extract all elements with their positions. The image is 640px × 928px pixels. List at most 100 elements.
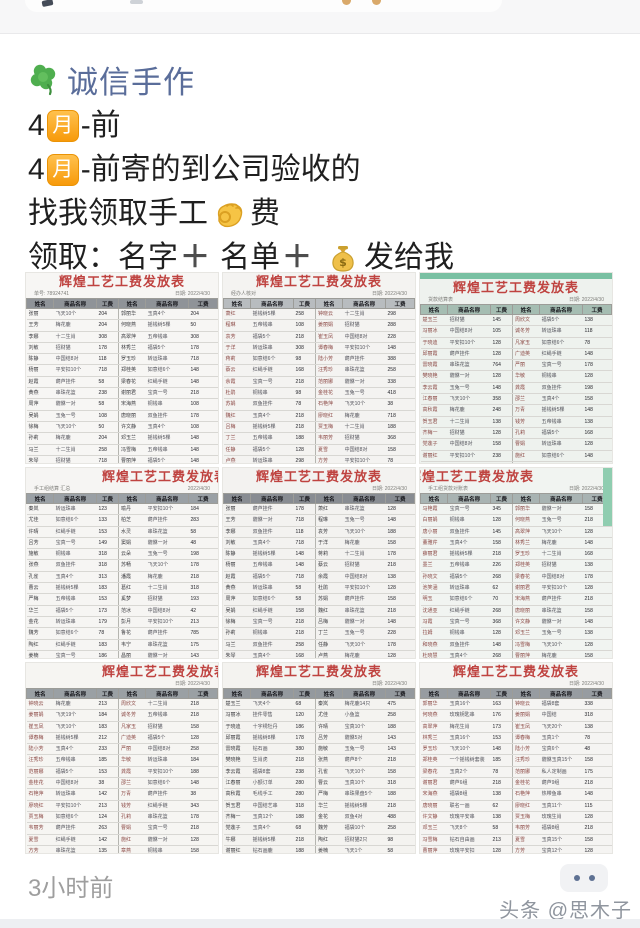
worker-name-cell: 孙莉 xyxy=(26,432,54,445)
product-cell: 摇钱树5棵 xyxy=(447,548,491,561)
product-cell: 葫芦挂件 xyxy=(447,348,491,361)
table-row: 王芳 貔貅一对 718 程琳 玉兔一号 148 xyxy=(223,514,415,527)
table-row: 姜丽娟 飞天19个 184 诚冬芳 五帝钱串 218 xyxy=(26,709,218,722)
fee-table-header: 商品名称 xyxy=(342,688,387,699)
worker-name-cell: 金花 xyxy=(26,616,54,629)
worker-name-cell: 齐梅一 xyxy=(223,811,251,824)
month-emoji: 月 xyxy=(46,110,79,142)
post-line2-suffix: -前寄的到公司验收的 xyxy=(80,153,361,186)
spreadsheet-photo-7[interactable]: 辉煌工艺工费发放表 日期: 2022/4/30 姓名 商品名称 工费 姓名 商品名称 工费 钟晓… xyxy=(25,662,219,854)
spreadsheet-photo-3[interactable]: 辉煌工艺工费发放表 货款结算表 日期: 2022/4/30 姓名 商品名称 工费 姓名 商品名… xyxy=(419,272,613,464)
worker-name-cell: 张丽 xyxy=(223,503,251,516)
fee-cell: 228 xyxy=(385,331,415,343)
spreadsheet-photo-4[interactable]: 辉煌工艺工费发放表 手工组结算 汇总 2022/4/30 姓名 商品名称 工费 姓名 商品名称… xyxy=(25,467,219,659)
product-cell: 平安扣10个 xyxy=(342,582,386,595)
fee-cell: 158 xyxy=(490,537,513,550)
fee-cell: 178 xyxy=(188,559,218,572)
worker-name-cell: 赵霞 xyxy=(223,571,251,584)
fee-cell: 148 xyxy=(582,348,612,361)
table-row: 黄燕 串珠花篮 238 谢丽君 宝真一号 218 xyxy=(26,387,218,400)
worker-name-cell: 广迪英 xyxy=(511,348,540,361)
fee-cell: 118 xyxy=(293,526,316,538)
worker-name-cell: 刘敏 xyxy=(223,537,251,550)
fee-cell: 158 xyxy=(188,721,218,733)
table-row: 卢燕 转运珠串 298 方芳 平安扣10个 78 xyxy=(223,455,415,463)
fee-table-header: 姓名 xyxy=(26,298,55,309)
worker-name-cell: 周欣文 xyxy=(511,314,540,327)
product-cell: 葫芦挂件 xyxy=(145,788,189,801)
fee-cell: 78 xyxy=(293,398,316,411)
fee-cell: 108 xyxy=(96,410,119,422)
spreadsheet-photo-6[interactable]: 辉煌工艺工费发放表 手工组货款对账表 日期: 2022/4/30 姓名 商品名称 工费 姓名… xyxy=(419,467,613,659)
product-cell: 五帝钱串 xyxy=(53,754,97,767)
fee-cell: 138 xyxy=(490,811,513,824)
spreadsheet-photo-9[interactable]: 辉煌工艺工费发放表 日期: 2022/4/30 姓名 商品名称 工费 姓名 商品名称 工费 郭丽… xyxy=(419,662,613,854)
fee-cell: 345 xyxy=(490,503,513,516)
fee-cell: 138 xyxy=(582,721,612,733)
product-cell: 福袋5个 xyxy=(145,342,189,355)
worker-name-cell: 周萍 xyxy=(26,398,54,411)
worker-name-cell: 严丽 xyxy=(117,743,146,756)
worker-name-cell: 许晴 xyxy=(26,526,54,538)
more-options-button[interactable] xyxy=(560,864,608,892)
fee-cell: 128 xyxy=(582,461,612,463)
product-cell: 转运珠串 xyxy=(250,582,294,595)
table-row: 孔雀 玉真4个 313 潘霞 梅花鹿 218 xyxy=(26,571,218,584)
worker-name-cell: 谢丽君 xyxy=(420,777,448,790)
product-cell: 葫芦8个 xyxy=(342,754,386,767)
worker-name-cell: 吕芳 xyxy=(314,732,343,745)
fee-cell: 178 xyxy=(582,359,612,372)
worker-name-cell: 魏红 xyxy=(314,605,343,617)
table-row: 贾玉梅 如意结6个 124 孔莉 串珠花篮 178 xyxy=(26,811,218,824)
product-cell: 玉真1个 xyxy=(539,732,583,745)
worker-name-cell: 墨兰 xyxy=(420,559,448,572)
product-cell: 福袋5个 xyxy=(250,444,294,456)
table-row: 孙莉 铜钱串 218 丁兰 玉兔一号 228 xyxy=(223,627,415,640)
worker-name-cell: 万青 xyxy=(511,404,540,417)
fee-cell: 358 xyxy=(490,393,513,406)
product-cell: 玉真15个 xyxy=(539,834,583,846)
fee-cell: 368 xyxy=(490,616,513,629)
worker-name-cell: 宋海燕 xyxy=(117,398,146,411)
fee-cell: 58 xyxy=(293,582,316,595)
fee-cell: 148 xyxy=(385,342,415,355)
worker-name-cell: 丁兰 xyxy=(223,432,251,445)
product-cell: 十二生肖 xyxy=(53,331,97,343)
product-cell: 串珠花篮 xyxy=(342,364,386,377)
spreadsheet-photo-1[interactable]: 辉煌工艺工费发放表 单号: 78924741 日期: 2022/4/30 姓名 商品名称… xyxy=(25,272,219,464)
worker-name-cell: 余霞 xyxy=(223,376,251,389)
fee-cell: 158 xyxy=(385,766,415,779)
table-row: 贺玉君 十二生肖 138 钱芳 五帝钱串 138 xyxy=(420,416,612,428)
table-row: 李娜 十二生肖 308 高翠萍 五帝钱串 308 xyxy=(26,331,218,343)
table-row: 张丽 葫芦挂件 178 萧红 串珠花篮 128 xyxy=(223,503,415,516)
product-cell: 梅花鹿 xyxy=(53,432,97,445)
fee-cell: 218 xyxy=(293,331,316,343)
spreadsheet-photo-8[interactable]: 辉煌工艺工费发放表 日期: 2022/4/30 姓名 商品名称 工费 姓名 商品名称 工费 楚玉… xyxy=(222,662,416,854)
worker-name-cell: 范丽娜 xyxy=(26,766,54,779)
worker-name-cell: 于洋 xyxy=(223,342,251,355)
product-cell: 十字绣牡丹 xyxy=(250,721,294,733)
fee-table-header: 工费 xyxy=(490,688,513,699)
spreadsheet-photo-5[interactable]: 辉煌工艺工费发放表 日期: 2022/4/30 姓名 商品名称 工费 姓名 商品名称 工费 张丽… xyxy=(222,467,416,659)
photo-title: 辉煌工艺工费发放表 xyxy=(419,469,535,484)
fee-cell: 118 xyxy=(582,325,612,338)
fee-cell: 213 xyxy=(188,616,218,629)
topbar-dot-icon-1 xyxy=(342,0,351,5)
fee-cell: 148 xyxy=(188,444,218,456)
worker-name-cell: 柏芝 xyxy=(117,514,146,527)
fee-table-header: 姓名 xyxy=(117,688,147,699)
fee-cell: 178 xyxy=(188,410,218,422)
fee-cell: 148 xyxy=(188,376,218,389)
worker-name-cell: 方芳 xyxy=(511,845,540,853)
post-text: 4 月 -前 4 月 -前寄的到公司验收的 找我领取手工 费 领取：名字 ＋ 名… xyxy=(28,104,618,280)
worker-name-cell: 杜鹃 xyxy=(314,582,343,595)
author-name[interactable]: 诚信手作 xyxy=(67,64,195,100)
product-cell: 平安扣10个 xyxy=(145,766,189,779)
spreadsheet-photo-2[interactable]: 辉煌工艺工费发放表 经办人核对 日期: 2022/4/30 姓名 商品名称 工费 姓名 商品名… xyxy=(222,272,416,464)
fee-cell: 178 xyxy=(96,342,119,355)
fee-cell: 128 xyxy=(582,811,612,824)
product-cell: 转运珠串 xyxy=(539,325,583,338)
fee-table: 姓名 商品名称 工费 姓名 商品名称 工费 张丽 飞天10个 204 郭丽华 玉真4个 204 王芳 梅花… xyxy=(26,298,218,463)
table-row: 吴娟 玉兔一号 108 唐晓丽 双鱼挂件 178 xyxy=(26,410,218,422)
product-cell: 梅花鹿 xyxy=(342,537,386,550)
